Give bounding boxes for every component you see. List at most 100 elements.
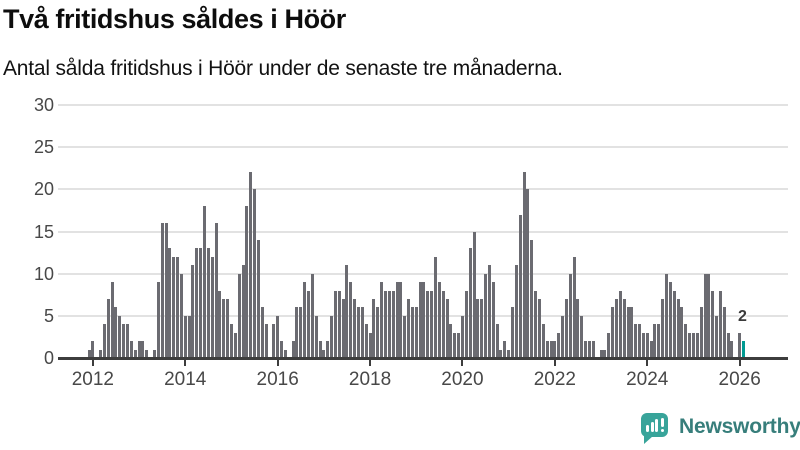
bar	[245, 206, 249, 358]
bar	[272, 324, 276, 358]
bar	[526, 189, 530, 358]
bar	[126, 324, 129, 358]
bar	[387, 290, 391, 358]
bar	[191, 265, 195, 358]
bar	[511, 307, 514, 358]
x-tick-label: 2020	[441, 369, 484, 390]
x-tick-label: 2018	[348, 369, 392, 390]
bar	[460, 315, 464, 358]
x-tick-label: 2016	[256, 369, 299, 390]
bar	[530, 239, 534, 358]
bar	[380, 282, 384, 358]
bar	[549, 341, 553, 358]
bar	[680, 307, 684, 358]
x-tick-label: 2012	[71, 369, 114, 390]
bar	[668, 282, 672, 358]
bar	[330, 315, 334, 358]
bar	[291, 341, 295, 358]
bar	[703, 273, 707, 358]
bar	[541, 324, 545, 358]
bar	[437, 282, 441, 358]
bar	[283, 349, 287, 358]
bar	[634, 324, 638, 358]
bar	[491, 282, 495, 358]
bar	[418, 282, 422, 358]
bar	[203, 206, 206, 358]
y-tick-label: 5	[43, 305, 54, 326]
x-tick	[369, 360, 372, 366]
bar	[353, 298, 357, 358]
bar	[249, 172, 253, 358]
x-tick	[646, 360, 649, 366]
bar	[499, 349, 503, 358]
bar	[534, 290, 538, 358]
bar	[707, 273, 711, 358]
bar	[622, 298, 626, 358]
bar	[568, 273, 572, 358]
bar	[684, 324, 688, 358]
bar	[449, 324, 453, 358]
x-tick	[553, 360, 556, 366]
bar	[657, 324, 661, 358]
bar	[160, 223, 164, 358]
bar	[476, 298, 480, 358]
bar	[229, 324, 233, 358]
bar	[638, 324, 642, 358]
bar	[445, 298, 449, 358]
bar	[580, 315, 584, 358]
bar	[391, 290, 395, 358]
gridline	[58, 146, 788, 149]
bar	[464, 290, 468, 358]
bar	[545, 341, 549, 358]
bar	[199, 248, 203, 358]
y-tick-label: 20	[33, 179, 54, 200]
bar	[611, 307, 615, 358]
y-tick-label: 15	[33, 221, 54, 242]
bar	[468, 248, 472, 358]
gridline	[58, 104, 788, 106]
bar	[333, 290, 337, 358]
bar	[141, 341, 145, 358]
bar	[114, 307, 118, 358]
bar	[718, 290, 722, 358]
bar	[322, 349, 326, 358]
gridline	[58, 272, 788, 275]
bar	[688, 332, 692, 358]
bar	[691, 332, 695, 358]
bar	[484, 273, 488, 358]
bar	[434, 256, 437, 358]
bar	[537, 298, 541, 358]
bar	[730, 341, 734, 358]
bar	[553, 341, 557, 358]
x-tick	[461, 360, 464, 366]
gridline	[58, 230, 788, 233]
bar	[522, 172, 526, 358]
bar	[453, 332, 457, 358]
bar	[599, 349, 603, 358]
bar	[214, 223, 218, 358]
bar	[372, 298, 376, 358]
x-tick	[184, 360, 187, 366]
bar	[210, 256, 214, 358]
bar	[722, 307, 726, 358]
bar	[665, 273, 668, 358]
bar	[206, 248, 210, 358]
bar	[106, 298, 110, 358]
bar	[480, 298, 484, 358]
bar	[676, 298, 680, 358]
bar	[376, 307, 380, 358]
bar	[91, 341, 95, 358]
bar	[711, 290, 715, 358]
bar	[303, 282, 307, 358]
bar	[726, 332, 730, 358]
bar	[430, 290, 434, 358]
bar	[276, 315, 280, 358]
bar	[576, 298, 580, 358]
highlight-bar	[742, 341, 745, 358]
bar	[233, 332, 237, 358]
bar	[399, 282, 403, 358]
bar	[591, 341, 595, 358]
x-tick	[276, 360, 279, 366]
bar	[241, 265, 245, 358]
